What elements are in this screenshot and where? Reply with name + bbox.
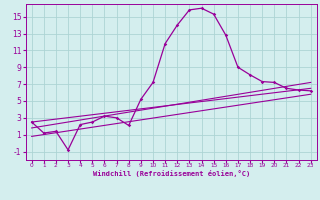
- X-axis label: Windchill (Refroidissement éolien,°C): Windchill (Refroidissement éolien,°C): [92, 170, 250, 177]
